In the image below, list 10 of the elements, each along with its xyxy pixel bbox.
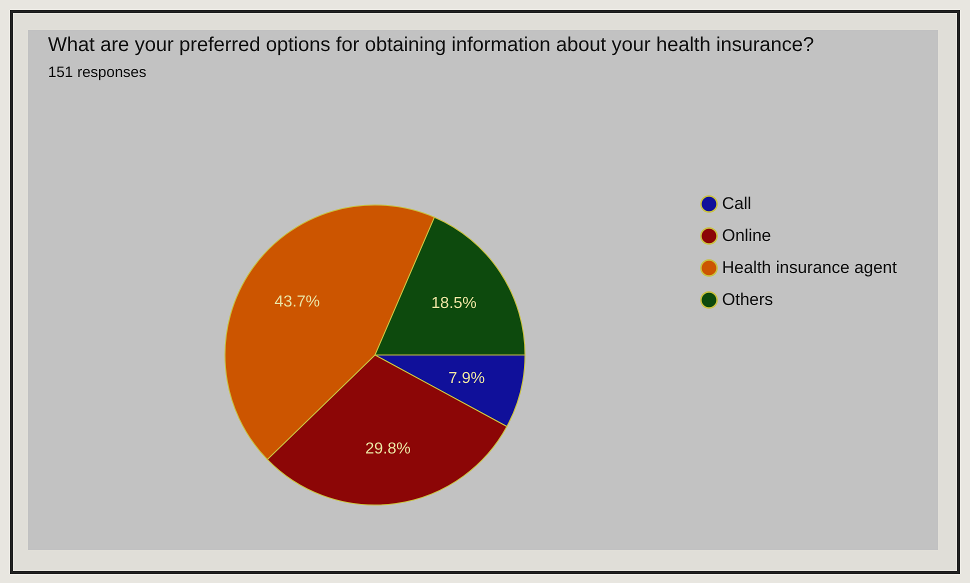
legend-label: Health insurance agent [722, 258, 898, 277]
chart-title: What are your preferred options for obtaining information about your health insurance? [48, 34, 814, 56]
data-label: 43.7% [274, 293, 320, 310]
text: 151 responses [48, 64, 146, 81]
legend-label: Call [722, 194, 752, 213]
data-label: 29.8% [365, 440, 411, 458]
legend-label: Others [722, 290, 774, 309]
data-label: 7.9% [448, 370, 485, 388]
data-label: 18.5% [431, 295, 477, 312]
legend-label: Online [722, 226, 772, 245]
